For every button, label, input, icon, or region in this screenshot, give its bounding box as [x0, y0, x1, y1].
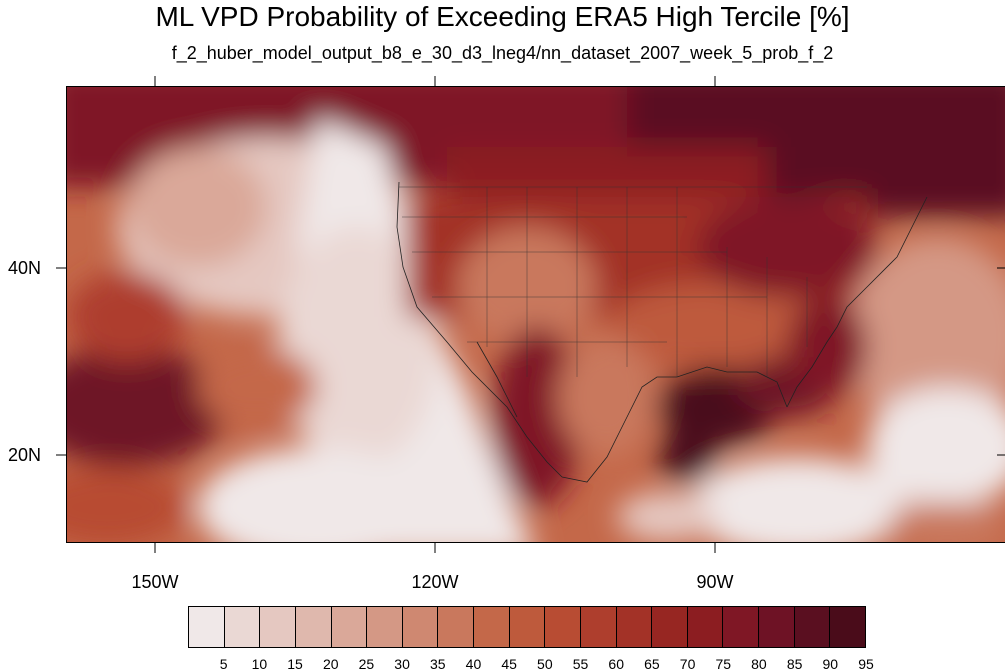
lon-label-120w: 120W — [411, 572, 459, 592]
colorbar-swatch — [759, 607, 795, 647]
colorbar-tick-label: 85 — [786, 656, 803, 672]
colorbar-swatch — [402, 607, 439, 647]
colorbar-tick-label: 40 — [465, 656, 482, 672]
colorbar-tick-label: 30 — [394, 656, 410, 672]
coastlines — [396, 181, 928, 483]
lat-label-20n: 20N — [8, 445, 42, 465]
colorbar-swatch — [189, 607, 225, 647]
colorbar-swatch — [260, 607, 296, 647]
colorbar-swatch — [438, 607, 474, 647]
colorbar-tick-label: 55 — [572, 656, 589, 672]
probability-map — [66, 86, 1005, 543]
state-borders — [399, 186, 867, 377]
colorbar-tick-label: 95 — [858, 656, 874, 672]
colorbar — [188, 606, 866, 648]
colorbar-swatch — [474, 607, 510, 647]
colorbar-tick-label: 35 — [429, 656, 446, 672]
colorbar-tick-label: 90 — [822, 656, 839, 672]
colorbar-swatch — [367, 607, 403, 647]
colorbar-tick-label: 15 — [287, 656, 303, 672]
colorbar-swatch — [509, 607, 546, 647]
lon-label-90w: 90W — [696, 572, 734, 592]
colorbar-swatch — [331, 607, 368, 647]
probability-field — [67, 87, 1005, 542]
lon-label-150w: 150W — [131, 572, 179, 592]
colorbar-swatch — [652, 607, 688, 647]
colorbar-swatch — [545, 607, 581, 647]
colorbar-swatch — [830, 607, 865, 647]
colorbar-tick-label: 25 — [358, 656, 375, 672]
colorbar-swatch — [616, 607, 653, 647]
colorbar-tick-label: 70 — [679, 656, 696, 672]
colorbar-tick-label: 45 — [501, 656, 517, 672]
colorbar-swatch — [723, 607, 759, 647]
colorbar-swatch — [687, 607, 724, 647]
lat-label-40n: 40N — [8, 258, 42, 278]
colorbar-swatch — [580, 607, 617, 647]
colorbar-swatch — [794, 607, 831, 647]
colorbar-tick-label: 80 — [751, 656, 767, 672]
colorbar-tick-label: 10 — [251, 656, 268, 672]
colorbar-tick-label: 20 — [322, 656, 339, 672]
colorbar-tick-label: 65 — [644, 656, 660, 672]
colorbar-tick-label: 50 — [537, 656, 553, 672]
colorbar-tick-label: 75 — [715, 656, 732, 672]
map-canvas — [67, 87, 1005, 542]
figure-subtitle: f_2_huber_model_output_b8_e_30_d3_lneg4/… — [171, 43, 834, 63]
colorbar-swatch — [224, 607, 261, 647]
colorbar-tick-label: 5 — [219, 656, 228, 672]
figure-title: ML VPD Probability of Exceeding ERA5 Hig… — [155, 1, 850, 32]
colorbar-tick-label: 60 — [608, 656, 624, 672]
colorbar-swatch — [295, 607, 332, 647]
